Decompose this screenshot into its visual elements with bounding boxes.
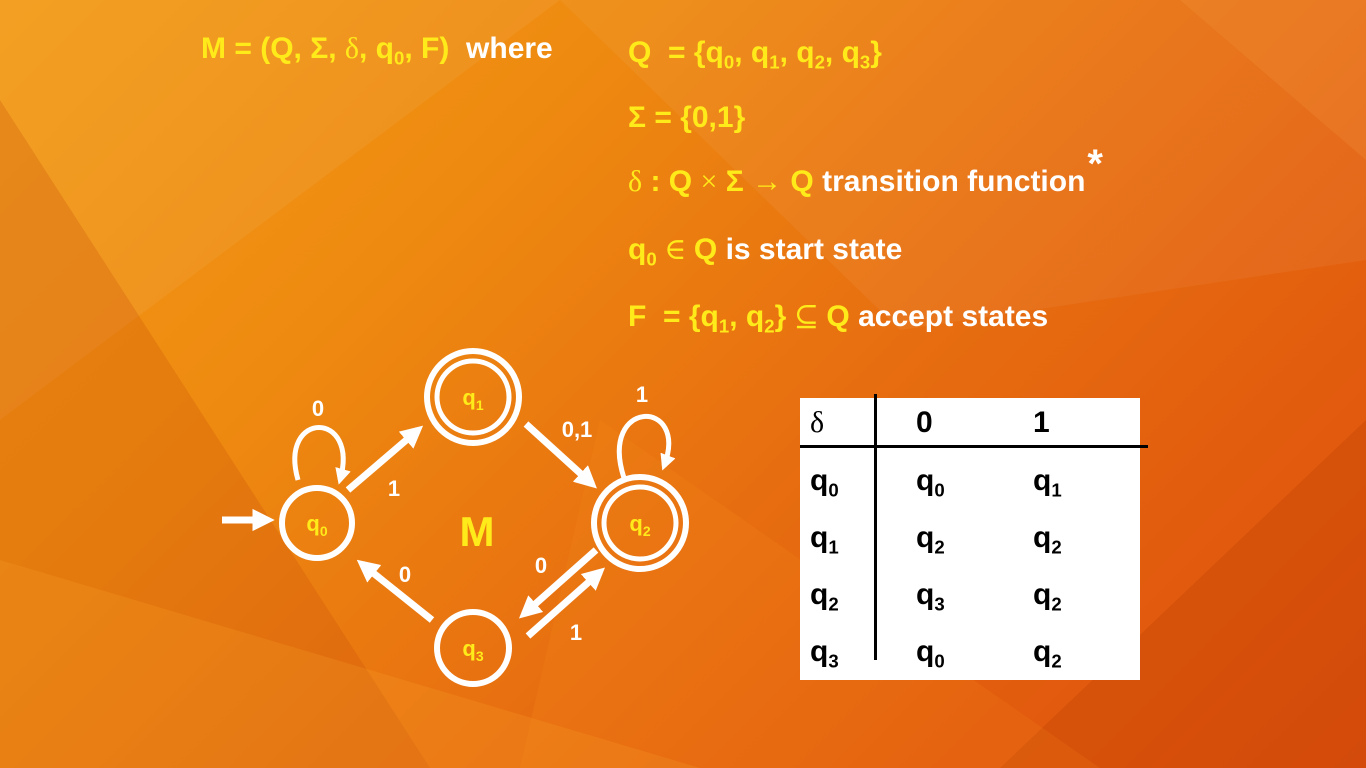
edge-q2-self	[619, 416, 668, 478]
transition-table: δ 0 1 q0 q0 q1 q1 q2 q2 q2 q3 q2 q3 q0 q…	[800, 398, 1140, 680]
state-q1: q1	[427, 351, 519, 443]
table-header-0: 0	[916, 406, 933, 440]
table-cell-on1: q2	[1033, 578, 1062, 612]
label-q3-q0: 0	[399, 562, 411, 587]
edge-q3-q0	[362, 564, 432, 620]
label-q2-q3: 0	[535, 553, 547, 578]
svg-text:q2: q2	[629, 511, 650, 539]
edge-q0-self	[295, 428, 343, 481]
state-q0: q0	[282, 488, 352, 558]
table-header-1: 1	[1033, 406, 1050, 440]
label-q0-q1: 1	[388, 476, 400, 501]
label-q0-self: 0	[312, 396, 324, 421]
table-cell-on0: q0	[916, 464, 945, 498]
svg-text:q1: q1	[462, 385, 483, 413]
table-row-state: q1	[810, 521, 839, 555]
table-row-state: q2	[810, 578, 839, 612]
label-q3-q2: 1	[570, 620, 582, 645]
table-cell-on1: q2	[1033, 635, 1062, 669]
svg-text:q3: q3	[462, 636, 483, 664]
svg-text:q0: q0	[306, 511, 327, 539]
table-cell-on0: q3	[916, 578, 945, 612]
table-cell-on0: q2	[916, 521, 945, 555]
table-cell-on0: q0	[916, 635, 945, 669]
label-q2-self: 1	[636, 382, 648, 407]
table-header-delta: δ	[810, 406, 824, 440]
state-q3: q3	[437, 612, 509, 684]
machine-label: M	[460, 508, 495, 555]
table-cell-on1: q2	[1033, 521, 1062, 555]
table-horizontal-divider	[800, 445, 1148, 448]
table-row-state: q0	[810, 464, 839, 498]
label-q1-q2: 0,1	[562, 417, 593, 442]
table-cell-on1: q1	[1033, 464, 1062, 498]
edge-q0-q1	[348, 430, 418, 490]
table-row-state: q3	[810, 635, 839, 669]
table-vertical-divider	[874, 394, 877, 660]
state-q2: q2	[594, 477, 686, 569]
